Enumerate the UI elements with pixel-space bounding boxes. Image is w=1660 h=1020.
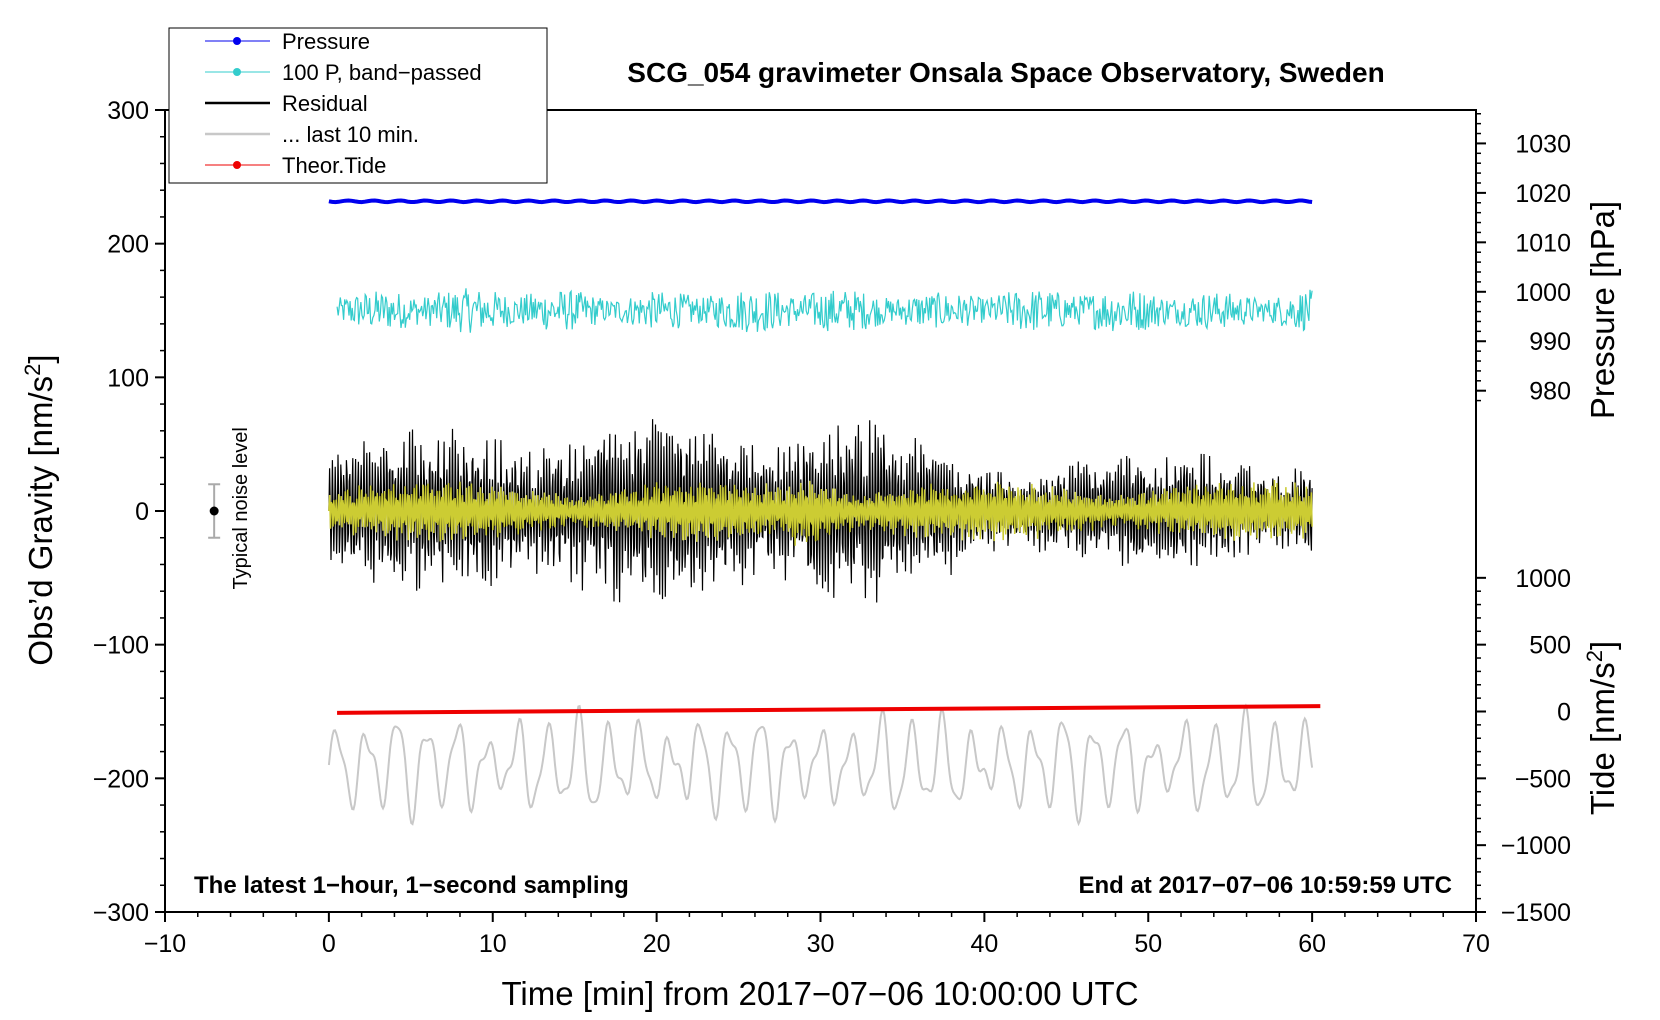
legend-box: [168, 27, 548, 184]
x-tick-label: 20: [643, 930, 671, 958]
x-tick-label: 60: [1298, 930, 1326, 958]
x-axis-ticks: −10 0 10 20 30 40 50 60 70: [144, 912, 1490, 958]
noise-center-dot: [209, 506, 219, 516]
tide-tick-label: −1500: [1501, 899, 1571, 927]
y-axis-title: Obs’d Gravity [nm/s2]: [20, 354, 59, 665]
y-axis-title-main: Obs’d Gravity [nm/s: [22, 376, 59, 666]
legend-item: Theor.Tide: [205, 153, 386, 178]
y-tick-label: 200: [107, 231, 149, 259]
y-tick-label: −100: [93, 632, 149, 660]
legend-item: Pressure: [205, 29, 370, 54]
legend-item: 100 P, band−passed: [205, 60, 482, 85]
tide-axis-title-main: Tide [nm/s: [1584, 662, 1621, 815]
x-tick-label: 50: [1134, 930, 1162, 958]
tide-tick-label: 500: [1529, 632, 1571, 660]
legend-label: ... last 10 min.: [282, 122, 419, 147]
legend-marker: [233, 68, 241, 76]
series-theor-tide: [337, 704, 1321, 715]
legend-item: Residual: [205, 91, 368, 116]
pressure-tick-label: 980: [1529, 378, 1571, 406]
legend-label: Theor.Tide: [282, 153, 386, 178]
tide-axis-ticks: 1000 500 0 −500 −1000 −1500: [1476, 565, 1571, 927]
legend-label: Pressure: [282, 29, 370, 54]
tide-tick-label: −500: [1515, 765, 1571, 793]
x-tick-label: 30: [807, 930, 835, 958]
series-layer: [327, 198, 1321, 827]
x-axis-title: Time [min] from 2017−07−06 10:00:00 UTC: [501, 975, 1138, 1012]
series-pressure: [328, 198, 1313, 205]
legend-item: ... last 10 min.: [205, 122, 419, 147]
y-tick-label: −300: [93, 899, 149, 927]
x-tick-label: −10: [144, 930, 186, 958]
pressure-axis-ticks: 980 990 1000 1010 1020 1030: [1476, 112, 1571, 406]
pressure-tick-label: 1030: [1515, 130, 1571, 158]
pressure-tick-label: 1010: [1515, 229, 1571, 257]
tide-axis-title: Tide [nm/s2]: [1582, 641, 1621, 815]
y-axis-title-sup: 2: [20, 364, 45, 376]
series-bandpassed-pressure: [336, 288, 1313, 333]
legend-label: 100 P, band−passed: [282, 60, 482, 85]
tide-tick-label: 0: [1557, 699, 1571, 727]
y-tick-label: 0: [135, 498, 149, 526]
noise-level-label: Typical noise level: [230, 427, 252, 589]
legend-marker: [233, 37, 241, 45]
legend-marker: [233, 161, 241, 169]
chart-title: SCG_054 gravimeter Onsala Space Observat…: [627, 57, 1384, 88]
legend: Pressure 100 P, band−passed Residual ... la…: [168, 27, 548, 184]
tide-axis-title-close: ]: [1584, 641, 1621, 650]
annotation-end-time: End at 2017−07−06 10:59:59 UTC: [1078, 872, 1452, 899]
series-last-10-min: [327, 703, 1314, 827]
y-tick-label: −200: [93, 765, 149, 793]
y-axis-title-close: ]: [22, 354, 59, 363]
y-tick-label: 300: [107, 97, 149, 125]
y-axis-ticks: 300 200 100 0 −100 −200 −300: [93, 97, 165, 927]
series-residual-band: [328, 479, 1313, 546]
tide-tick-label: 1000: [1515, 565, 1571, 593]
x-tick-label: 10: [479, 930, 507, 958]
pressure-axis-title: Pressure [hPa]: [1584, 201, 1621, 419]
y-tick-label: 100: [107, 364, 149, 392]
annotation-sampling: The latest 1−hour, 1−second sampling: [194, 872, 629, 899]
legend-label: Residual: [282, 91, 368, 116]
tide-tick-label: −1000: [1501, 832, 1571, 860]
x-tick-label: 40: [970, 930, 998, 958]
pressure-tick-label: 1020: [1515, 180, 1571, 208]
pressure-tick-label: 1000: [1515, 279, 1571, 307]
pressure-tick-label: 990: [1529, 328, 1571, 356]
noise-level-indicator: Typical noise level: [208, 427, 252, 589]
x-tick-label: 70: [1462, 930, 1490, 958]
x-tick-label: 0: [322, 930, 336, 958]
tide-axis-title-sup: 2: [1582, 650, 1607, 662]
